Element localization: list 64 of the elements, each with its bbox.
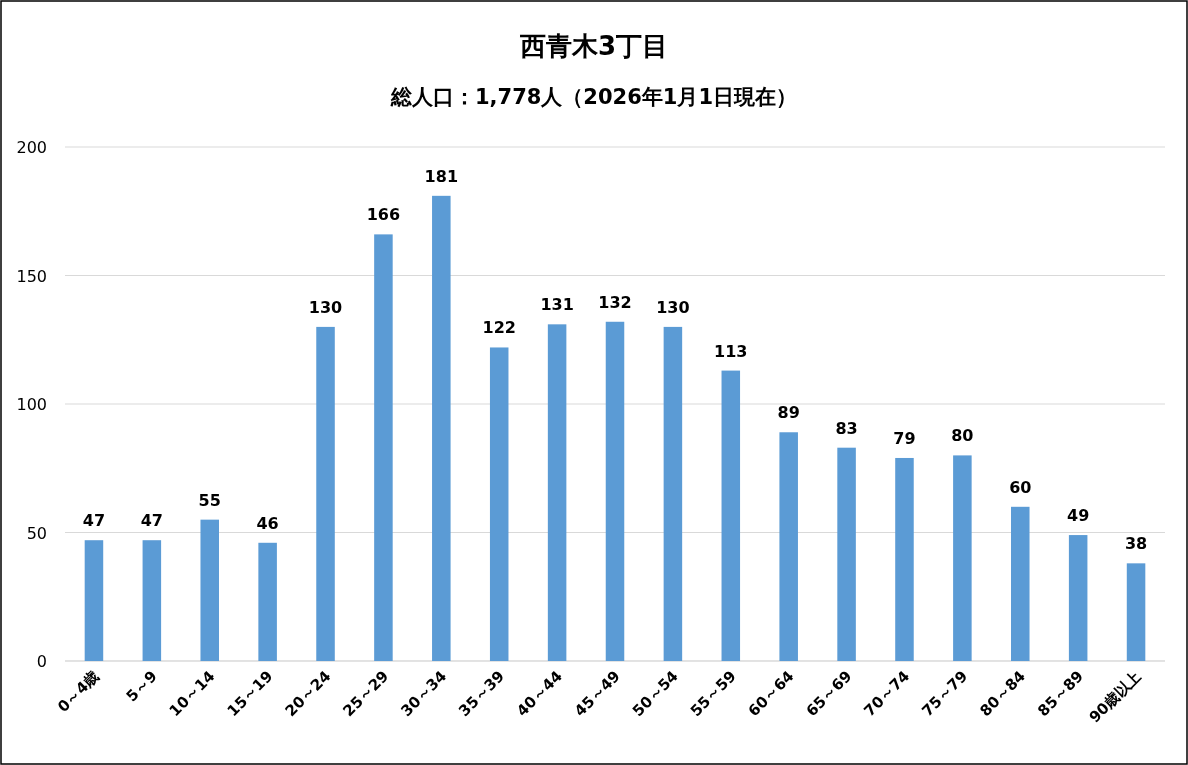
data-label: 55	[198, 490, 221, 510]
x-tick-label: 40～44	[513, 667, 566, 720]
data-label: 166	[366, 205, 401, 225]
chart-title: 西青木3丁目	[518, 31, 669, 61]
data-label: 132	[598, 292, 632, 312]
y-tick-label: 50	[26, 523, 47, 543]
data-label: 47	[82, 511, 106, 531]
y-tick-label: 150	[16, 266, 47, 286]
data-label: 80	[951, 426, 974, 446]
bar	[374, 234, 393, 661]
x-tick-label: 10～14	[165, 667, 219, 720]
x-tick-label: 85～89	[1034, 667, 1087, 720]
x-tick-label: 5～9	[122, 667, 161, 706]
data-label: 89	[777, 403, 800, 423]
x-tick-label: 15～19	[223, 667, 277, 720]
data-label: 47	[140, 511, 163, 531]
y-tick-label: 0	[36, 652, 47, 671]
data-label: 60	[1009, 477, 1032, 497]
bar	[84, 540, 104, 661]
bar	[200, 519, 219, 661]
x-tick-label: 55～59	[686, 667, 740, 720]
data-label: 130	[308, 297, 343, 317]
x-tick-label: 35～39	[455, 667, 509, 720]
data-label: 130	[656, 297, 690, 317]
x-tick-label: 30～34	[397, 667, 451, 720]
bar	[663, 326, 683, 661]
data-label: 38	[1124, 534, 1148, 554]
data-label: 131	[540, 295, 574, 315]
x-tick-label: 75～79	[918, 667, 972, 720]
x-tick-label: 0～4歳	[54, 667, 103, 716]
bar	[953, 455, 972, 661]
x-tick-label: 20～24	[281, 667, 335, 720]
x-tick-label: 25～29	[339, 667, 393, 720]
data-label: 113	[714, 341, 748, 361]
data-label: 83	[835, 418, 858, 438]
x-tick-label: 50～54	[628, 667, 682, 720]
bar	[837, 447, 856, 661]
bar	[779, 432, 798, 661]
x-tick-label: 65～69	[802, 667, 856, 720]
x-tick-label: 90歳以上	[1085, 667, 1145, 727]
bar	[142, 540, 162, 661]
bar	[489, 347, 509, 661]
bar	[1126, 563, 1146, 661]
y-tick-label: 100	[16, 395, 47, 414]
x-tick-label: 60～64	[744, 667, 798, 720]
bar	[432, 195, 451, 661]
x-tick-label: 80～84	[976, 667, 1030, 720]
data-label: 79	[893, 428, 916, 448]
bar	[258, 542, 277, 661]
bar	[1011, 506, 1030, 661]
bar	[895, 457, 914, 661]
bar	[316, 326, 335, 661]
bar	[1068, 535, 1088, 661]
data-label: 181	[424, 166, 459, 186]
chart-subtitle: 総人口：1,778人（2026年1月1日現在）	[389, 85, 798, 109]
bar	[721, 370, 741, 661]
x-tick-label: 70～74	[860, 667, 914, 720]
x-tick-label: 45～49	[570, 667, 624, 720]
data-label: 49	[1067, 506, 1090, 526]
y-tick-label: 200	[16, 138, 47, 157]
bar	[605, 321, 625, 661]
data-label: 122	[482, 318, 516, 338]
bar	[547, 324, 567, 661]
data-label: 46	[256, 513, 279, 533]
